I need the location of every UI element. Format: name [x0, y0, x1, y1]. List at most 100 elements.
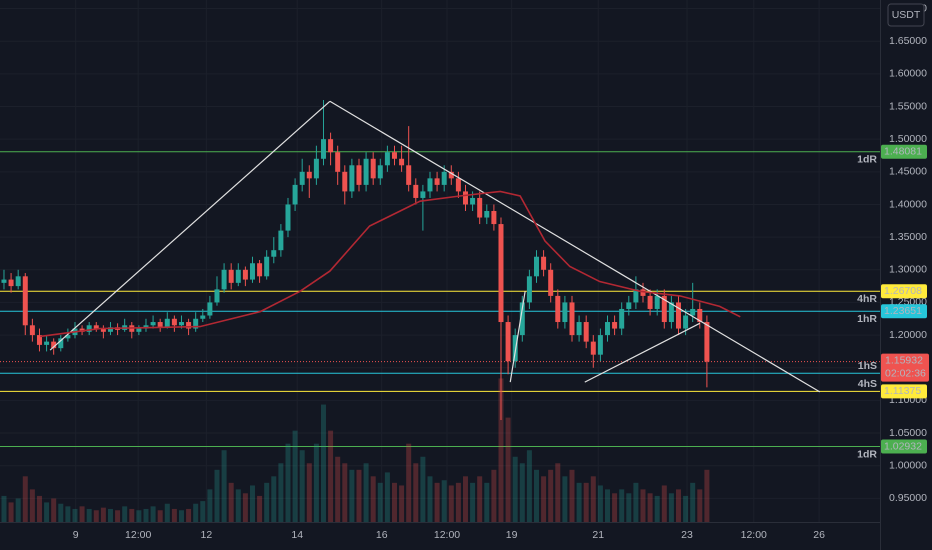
- candle-body: [292, 184, 298, 205]
- candle-body: [505, 322, 511, 362]
- candle-body: [356, 165, 362, 185]
- candle-body: [221, 269, 227, 290]
- volume-bar: [136, 510, 142, 522]
- x-tick-label: 19: [506, 529, 518, 541]
- volume-bar: [626, 493, 632, 522]
- candle-body: [370, 158, 376, 179]
- trendline: [509, 291, 526, 383]
- volume-bar: [541, 476, 547, 522]
- candle-body: [448, 171, 454, 179]
- volume-bar: [285, 443, 291, 522]
- candle-body: [661, 295, 667, 323]
- volume-bar: [129, 508, 135, 522]
- x-tick-label: 9: [73, 529, 79, 541]
- volume-bar: [619, 489, 625, 522]
- volume-bar: [122, 506, 128, 522]
- volume-bar: [391, 482, 397, 522]
- volume-bar: [640, 489, 646, 522]
- volume-bar: [36, 495, 42, 522]
- candle-body: [484, 211, 490, 218]
- candle-body: [264, 256, 270, 277]
- volume-bar: [44, 502, 50, 522]
- candle-body: [363, 158, 369, 185]
- level-price: 1.11375: [884, 385, 921, 397]
- volume-bar: [441, 480, 447, 522]
- volume-bar: [171, 508, 177, 522]
- volume-bar: [15, 498, 21, 522]
- level-name: 1dR: [857, 153, 877, 165]
- candle-body: [583, 322, 589, 342]
- candle-body: [654, 295, 660, 309]
- trendline: [584, 322, 701, 383]
- volume-bar: [356, 469, 362, 522]
- candle-body: [171, 318, 177, 326]
- candle-body: [242, 269, 248, 280]
- volume-bar: [228, 482, 234, 522]
- candle-body: [228, 269, 234, 283]
- candle-body: [193, 318, 199, 329]
- candle-body: [29, 325, 35, 336]
- volume-bar: [448, 485, 454, 522]
- candle-body: [562, 302, 568, 323]
- candle-body: [576, 322, 582, 336]
- candle-body: [470, 197, 476, 205]
- candle-body: [313, 158, 319, 179]
- candle-body: [519, 302, 525, 336]
- volume-bar: [342, 463, 348, 522]
- volume-bar: [143, 508, 149, 522]
- volume-bar: [519, 463, 525, 522]
- volume-bar: [661, 485, 667, 522]
- volume-bar: [79, 506, 85, 522]
- volume-bar: [498, 378, 504, 522]
- volume-bar: [51, 498, 57, 522]
- candle-body: [342, 171, 348, 192]
- candle-body: [604, 322, 610, 336]
- candle-body: [377, 165, 383, 179]
- volume-bar: [413, 463, 419, 522]
- volume-bar: [299, 450, 305, 522]
- moving-average: [40, 190, 741, 338]
- volume-bar: [242, 493, 248, 522]
- candle-body: [320, 139, 326, 159]
- currency-label: USDT: [892, 9, 921, 21]
- volume-bar: [278, 463, 284, 522]
- candle-body: [278, 230, 284, 251]
- candle-body: [86, 325, 92, 332]
- volume-bar: [690, 482, 696, 522]
- level-price: 1.48081: [884, 145, 922, 157]
- trendline: [49, 100, 331, 351]
- candle-body: [477, 197, 483, 218]
- candle-body: [1, 279, 7, 283]
- level-name: 4hS: [858, 378, 877, 390]
- candle-body: [22, 276, 28, 326]
- candle-body: [434, 178, 440, 185]
- volume-bar: [264, 482, 270, 522]
- candle-body: [704, 322, 710, 362]
- candle-body: [349, 165, 355, 192]
- volume-bar: [65, 506, 71, 522]
- volume-bar: [100, 507, 106, 522]
- x-tick-label: 23: [681, 529, 693, 541]
- last-price-box: [881, 353, 929, 382]
- volume-bar: [207, 489, 213, 522]
- x-tick-label: 21: [592, 529, 604, 541]
- volume-bar: [683, 495, 689, 522]
- volume-bar: [86, 508, 92, 522]
- volume-bar: [58, 503, 64, 522]
- volume-bar: [675, 489, 681, 522]
- candle-body: [100, 328, 106, 332]
- candle-body: [178, 322, 184, 326]
- candle-body: [257, 263, 263, 277]
- volume-bar: [399, 485, 405, 522]
- volume-bar: [526, 450, 532, 522]
- level-price-box: [881, 144, 927, 159]
- volume-bar: [271, 476, 277, 522]
- volume-bar: [107, 508, 113, 522]
- volume-bar: [590, 476, 596, 522]
- volume-bar: [313, 443, 319, 522]
- x-tick-label: 12: [200, 529, 212, 541]
- candle-body: [640, 289, 646, 296]
- volume-bar: [491, 469, 497, 522]
